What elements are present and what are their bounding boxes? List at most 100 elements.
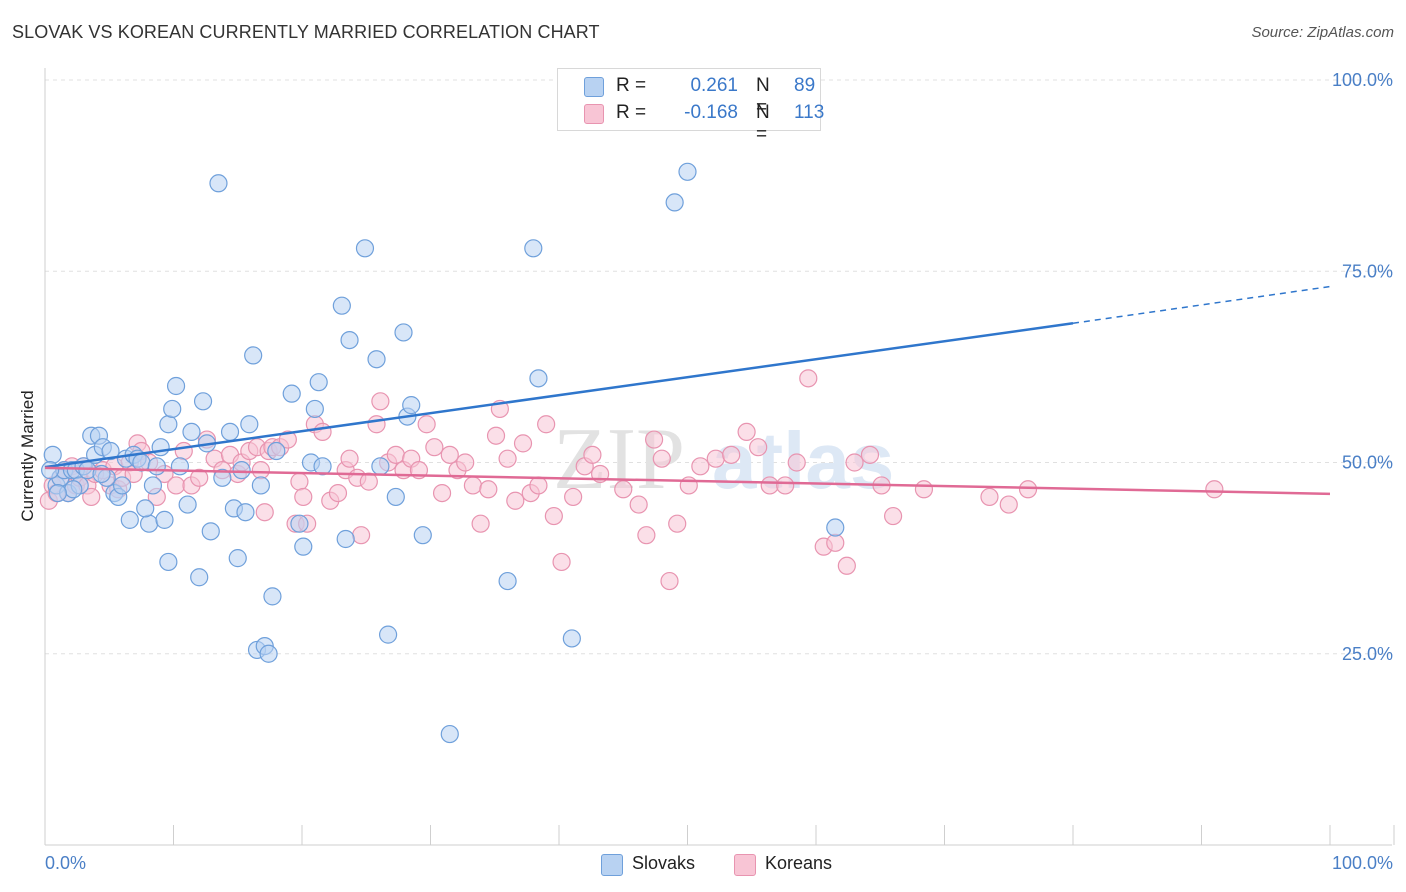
slovak-point	[163, 399, 182, 419]
slovak-point	[120, 510, 139, 529]
r-label: R =	[616, 102, 647, 123]
slovak-point	[236, 503, 255, 522]
slovak-point	[101, 441, 120, 461]
slovak-point	[193, 392, 213, 411]
koreans-swatch	[584, 104, 604, 124]
korean-point	[564, 487, 583, 507]
korean-point	[652, 449, 671, 468]
r-value: -0.168	[684, 102, 738, 123]
koreans-swatch	[734, 854, 756, 876]
x-tick-label-left: 0.0%	[45, 853, 86, 873]
slovak-point	[159, 552, 178, 572]
korean-point	[352, 526, 371, 545]
tick-labels: 25.0% 50.0% 75.0% 100.0% 0.0% 100.0%	[45, 70, 1393, 873]
slovak-point	[190, 568, 209, 587]
slovak-point	[367, 350, 386, 369]
korean-point	[513, 434, 533, 453]
n-value: 113	[794, 102, 825, 123]
korean-point	[1018, 480, 1038, 499]
n-label: N =	[756, 102, 770, 145]
slovak-point	[562, 629, 581, 648]
korean-point	[799, 369, 818, 388]
slovak-point	[41, 461, 60, 480]
korean-point	[367, 415, 386, 434]
slovak-point	[244, 346, 263, 365]
korean-point	[82, 487, 101, 507]
slovak-point	[386, 487, 405, 507]
slovak-point	[394, 323, 413, 342]
slovaks-label: Slovaks	[632, 853, 696, 873]
slovak-point	[332, 296, 351, 315]
korean-point	[294, 487, 313, 507]
slovak-point	[290, 514, 309, 533]
korean-point	[386, 445, 405, 464]
slovak-point	[201, 522, 220, 541]
korean-point	[644, 430, 664, 449]
korean-point	[251, 461, 270, 480]
korean-point	[340, 449, 359, 468]
correlation-legend: R = 0.261 N = 89 R = -0.168 N = 113	[557, 68, 825, 145]
y-tick-label: 25.0%	[1342, 644, 1393, 664]
slovak-point	[170, 457, 190, 476]
slovaks-trend-line	[44, 322, 1074, 469]
r-value: 0.261	[690, 75, 738, 96]
slovak-point	[267, 441, 286, 461]
slovak-point	[43, 445, 62, 464]
korean-point	[486, 426, 506, 445]
korean-point	[637, 526, 656, 545]
korean-point	[826, 533, 845, 552]
korean-point	[737, 422, 756, 441]
korean-point	[359, 472, 378, 491]
korean-point	[614, 480, 633, 499]
n-value: 89	[794, 75, 816, 96]
korean-point	[552, 552, 571, 572]
korean-point	[914, 480, 934, 499]
korean-point	[776, 476, 795, 495]
y-tick-label: 100.0%	[1332, 70, 1393, 90]
korean-point	[583, 445, 602, 464]
grid-lines	[45, 79, 1392, 655]
trend-lines	[44, 285, 1331, 496]
slovak-point	[220, 422, 240, 441]
slovak-point	[826, 518, 845, 537]
slovak-point	[251, 476, 270, 495]
korean-point	[837, 556, 856, 575]
korean-point	[190, 468, 209, 487]
korean-point	[1205, 480, 1224, 499]
korean-point	[706, 449, 725, 468]
korean-point	[544, 506, 563, 526]
slovak-point	[232, 461, 251, 480]
slovaks-trend-extension	[1072, 285, 1331, 325]
slovak-point	[182, 422, 201, 441]
slovak-point	[498, 571, 517, 591]
x-tick-label-right: 100.0%	[1332, 853, 1393, 873]
slovak-point	[112, 476, 132, 495]
slovak-point	[378, 625, 398, 644]
korean-point	[463, 476, 483, 495]
korean-point	[417, 415, 436, 434]
korean-point	[629, 495, 648, 514]
korean-point	[328, 484, 348, 503]
series-legend: Slovaks Koreans	[0, 852, 1406, 878]
koreans-label: Koreans	[765, 853, 833, 873]
korean-point	[471, 514, 490, 533]
korean-point	[999, 495, 1018, 514]
korean-point	[883, 506, 903, 526]
korean-point	[529, 476, 548, 495]
slovak-point	[413, 526, 432, 545]
korean-point	[456, 453, 475, 472]
slovak-point	[309, 373, 328, 392]
korean-point	[660, 571, 679, 591]
slovak-point	[665, 193, 684, 212]
y-tick-label: 50.0%	[1342, 453, 1393, 473]
slovak-point	[64, 480, 83, 499]
slovak-point	[340, 331, 359, 350]
korean-point	[432, 484, 452, 503]
korean-point	[255, 503, 274, 522]
slovak-point	[240, 415, 259, 434]
korean-point	[506, 491, 525, 510]
koreans-trend-line	[44, 466, 1331, 496]
korean-point	[787, 453, 806, 472]
slovak-point	[139, 514, 159, 533]
slovak-point	[136, 499, 155, 518]
